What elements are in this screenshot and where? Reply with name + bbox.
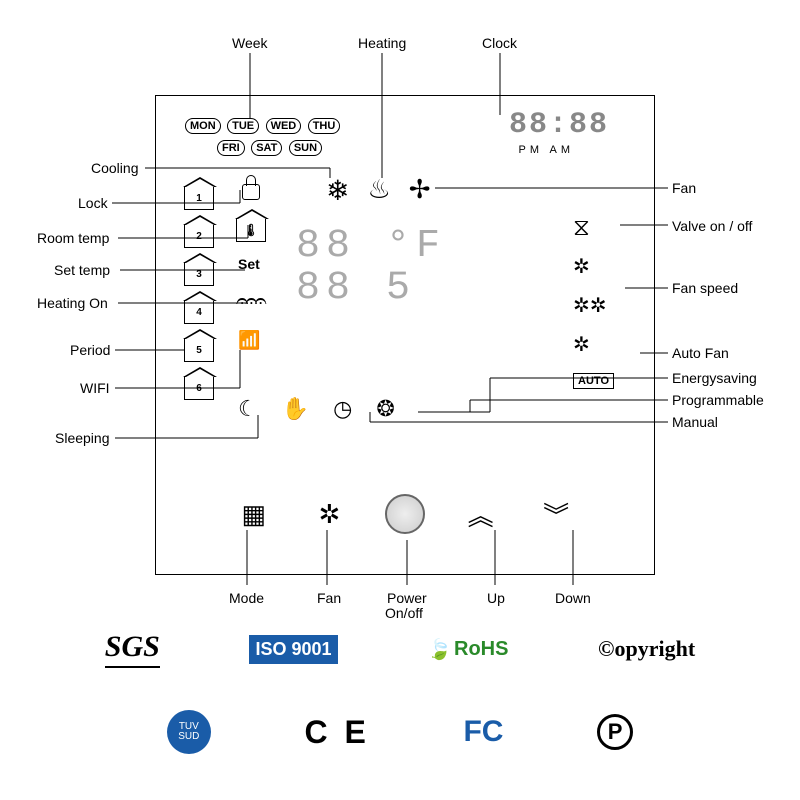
period-3-icon: 3 [184,262,214,286]
clock-display: 88:88 [509,108,609,142]
label-room-temp: Room temp [37,230,109,246]
day-wed: WED [266,118,302,134]
moon-icon: ☾ [238,396,258,422]
label-week: Week [232,35,268,51]
thermostat-panel: MON TUE WED THU FRI SAT SUN 88:88 PM AM … [155,95,655,575]
set-text: Set [238,256,266,272]
day-mon: MON [185,118,221,134]
up-button[interactable]: ︽ [461,494,501,534]
program-icons-row: ☾ ✋ ◷ ❂ [238,396,395,422]
label-up: Up [487,590,505,606]
ce-logo: C E [304,714,369,751]
label-heating-on: Heating On [37,295,108,311]
period-2-icon: 2 [184,224,214,248]
fan-speed-3-icon: ✲ [573,332,614,357]
day-sun: SUN [289,140,322,156]
power-button[interactable] [385,494,425,534]
label-mode: Mode [229,590,264,606]
label-power2: On/off [385,605,423,621]
mode-icons-row: ❄ ♨ ✢ [326,174,431,207]
label-clock: Clock [482,35,517,51]
label-fan: Fan [672,180,696,196]
label-wifi: WIFI [80,380,110,396]
down-button[interactable]: ︾ [536,494,576,534]
label-fan-btn: Fan [317,590,341,606]
auto-box: AUTO [573,373,614,389]
label-manual: Manual [672,414,718,430]
label-period: Period [70,342,110,358]
copyright-text: ©opyright [598,636,695,662]
label-down: Down [555,590,591,606]
temperature-display: 88 °F 88 5 [296,226,446,310]
fan-speed-1-icon: ✲ [573,254,614,279]
heating-waves-icon: 𝄐𝄐𝄐 [236,288,266,314]
day-fri: FRI [217,140,245,156]
diagram-canvas: Week Heating Clock Cooling Lock Room tem… [0,0,800,800]
period-5-icon: 5 [184,338,214,362]
label-sleeping: Sleeping [55,430,110,446]
hand-icon: ✋ [282,396,309,422]
tuv-bot: SUD [178,732,199,742]
fc-logo: FC [463,715,503,749]
label-auto-fan: Auto Fan [672,345,729,361]
day-thu: THU [308,118,341,134]
wifi-icon [238,330,260,348]
days-row-1: MON TUE WED THU [184,116,341,135]
period-column: 1 2 3 4 5 6 [184,186,214,414]
label-energy-saving: Energysaving [672,370,757,386]
label-fan-speed: Fan speed [672,280,738,296]
tuv-logo: TUV SUD [167,710,211,754]
fan-button[interactable]: ✲ [309,494,349,534]
room-temp-house-icon: 🌡 [236,218,266,242]
day-sat: SAT [251,140,282,156]
label-cooling: Cooling [91,160,138,176]
days-row-2: FRI SAT SUN [216,138,323,157]
control-row: ▦ ✲ ︽ ︾ [216,494,594,534]
right-icon-column: ✲ ✲✲ ✲ AUTO [573,214,614,389]
rohs-logo: 🍃RoHS [427,637,508,662]
label-programmable: Programmable [672,392,764,408]
snowflake-icon: ❄ [326,174,349,207]
label-set-temp: Set temp [54,262,110,278]
fan-speed-2-icon: ✲✲ [573,293,614,318]
label-lock: Lock [78,195,108,211]
leaf-icon: ❂ [376,396,394,422]
cert-row-2: TUV SUD C E FC P [0,710,800,754]
cert-row-1: SGS ISO 9001 🍃RoHS ©opyright [0,630,800,668]
mode-button[interactable]: ▦ [234,494,274,534]
label-power1: Power [387,590,427,606]
period-4-icon: 4 [184,300,214,324]
pm-am-label: PM AM [519,144,574,156]
valve-icon [573,214,597,234]
p-logo: P [597,714,633,750]
temp-row-1: 88 °F [296,226,446,268]
label-heating: Heating [358,35,406,51]
mid-icon-column: 🌡 Set 𝄐𝄐𝄐 [236,178,266,348]
temp-row-2: 88 5 [296,268,446,310]
clock-prog-icon: ◷ [333,396,352,422]
label-valve: Valve on / off [672,218,752,234]
sgs-logo: SGS [105,630,160,668]
iso-logo: ISO 9001 [249,635,337,664]
period-6-icon: 6 [184,376,214,400]
period-1-icon: 1 [184,186,214,210]
turbine-icon: ✢ [409,174,431,207]
flame-icon: ♨ [367,174,390,207]
lock-icon [242,184,260,200]
day-tue: TUE [227,118,259,134]
rohs-text: RoHS [454,638,508,661]
